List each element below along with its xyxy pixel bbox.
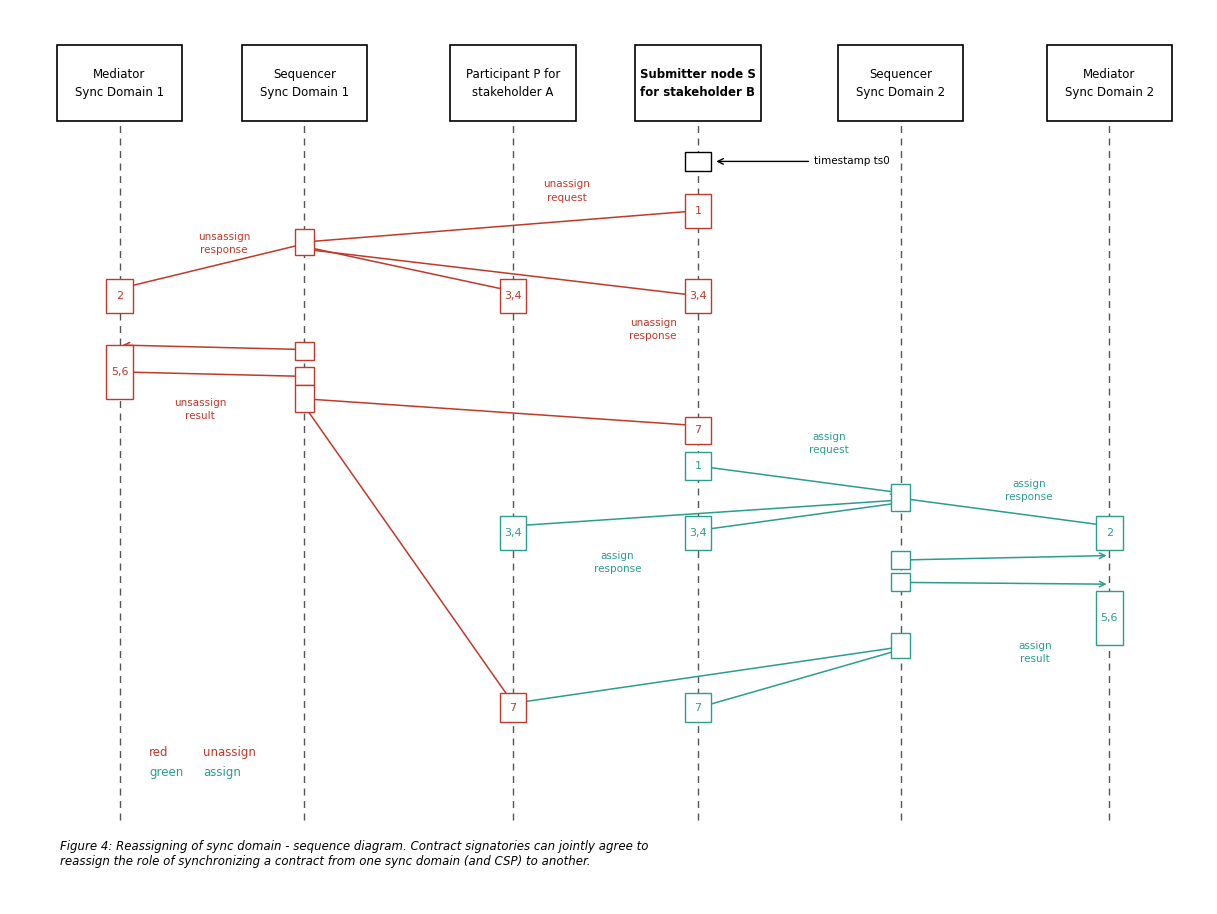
- Text: red: red: [150, 746, 169, 760]
- Text: assign
response: assign response: [594, 551, 641, 574]
- Text: 3,4: 3,4: [504, 291, 522, 301]
- Text: 5,6: 5,6: [1100, 613, 1118, 623]
- FancyBboxPatch shape: [295, 229, 314, 255]
- FancyBboxPatch shape: [1097, 516, 1122, 550]
- Text: assign
request: assign request: [809, 432, 849, 455]
- Text: green: green: [150, 766, 184, 779]
- FancyBboxPatch shape: [685, 152, 711, 171]
- FancyBboxPatch shape: [685, 694, 711, 722]
- Text: 3,4: 3,4: [689, 291, 707, 301]
- Text: Mediator
Sync Domain 1: Mediator Sync Domain 1: [75, 68, 164, 99]
- Text: unassign
response: unassign response: [629, 318, 677, 342]
- FancyBboxPatch shape: [685, 417, 711, 443]
- Text: assign: assign: [203, 766, 241, 779]
- Text: assign
result: assign result: [1019, 641, 1051, 664]
- FancyBboxPatch shape: [295, 367, 314, 386]
- Text: 3,4: 3,4: [504, 528, 522, 538]
- FancyBboxPatch shape: [242, 45, 368, 122]
- FancyBboxPatch shape: [891, 573, 910, 591]
- Text: Mediator
Sync Domain 2: Mediator Sync Domain 2: [1065, 68, 1154, 99]
- Text: Submitter node S
for stakeholder B: Submitter node S for stakeholder B: [640, 68, 756, 99]
- Text: Participant P for
stakeholder A: Participant P for stakeholder A: [466, 68, 560, 99]
- Text: unsassign
response: unsassign response: [197, 232, 249, 255]
- Text: 7: 7: [695, 425, 701, 435]
- FancyBboxPatch shape: [500, 516, 526, 550]
- FancyBboxPatch shape: [891, 632, 910, 658]
- Text: 3,4: 3,4: [689, 528, 707, 538]
- FancyBboxPatch shape: [295, 386, 314, 412]
- Text: 2: 2: [1106, 528, 1114, 538]
- FancyBboxPatch shape: [450, 45, 576, 122]
- FancyBboxPatch shape: [295, 343, 314, 360]
- FancyBboxPatch shape: [500, 694, 526, 722]
- Text: 7: 7: [510, 703, 517, 713]
- FancyBboxPatch shape: [839, 45, 964, 122]
- FancyBboxPatch shape: [1097, 591, 1122, 645]
- Text: 2: 2: [116, 291, 123, 301]
- FancyBboxPatch shape: [500, 279, 526, 313]
- Text: unassign: unassign: [203, 746, 256, 760]
- Text: unassign
request: unassign request: [543, 179, 590, 203]
- Text: 5,6: 5,6: [111, 367, 128, 377]
- FancyBboxPatch shape: [685, 194, 711, 228]
- FancyBboxPatch shape: [891, 484, 910, 511]
- Text: Figure 4: Reassigning of sync domain - sequence diagram. Contract signatories ca: Figure 4: Reassigning of sync domain - s…: [60, 840, 649, 868]
- FancyBboxPatch shape: [891, 551, 910, 569]
- FancyBboxPatch shape: [685, 452, 711, 480]
- Text: 1: 1: [695, 206, 701, 216]
- FancyBboxPatch shape: [106, 279, 133, 313]
- FancyBboxPatch shape: [685, 516, 711, 550]
- Text: 7: 7: [695, 703, 701, 713]
- FancyBboxPatch shape: [635, 45, 761, 122]
- FancyBboxPatch shape: [106, 345, 133, 399]
- FancyBboxPatch shape: [57, 45, 183, 122]
- Text: timestamp ts0: timestamp ts0: [814, 156, 890, 166]
- FancyBboxPatch shape: [1047, 45, 1172, 122]
- Text: 1: 1: [695, 461, 701, 471]
- Text: assign
response: assign response: [1005, 479, 1053, 502]
- Text: Sequencer
Sync Domain 2: Sequencer Sync Domain 2: [856, 68, 946, 99]
- Text: Sequencer
Sync Domain 1: Sequencer Sync Domain 1: [259, 68, 349, 99]
- FancyBboxPatch shape: [685, 279, 711, 313]
- Text: unsassign
result: unsassign result: [174, 398, 226, 421]
